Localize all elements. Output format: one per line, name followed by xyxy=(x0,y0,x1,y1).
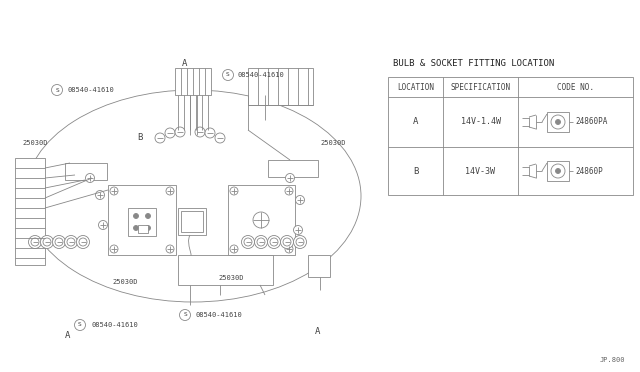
Bar xyxy=(248,68,313,105)
Bar xyxy=(308,255,330,277)
Circle shape xyxy=(257,238,265,246)
Circle shape xyxy=(134,214,138,218)
Text: S: S xyxy=(226,73,230,77)
Text: A: A xyxy=(65,330,70,340)
Circle shape xyxy=(244,238,252,246)
Circle shape xyxy=(145,225,150,231)
Circle shape xyxy=(31,238,39,246)
Circle shape xyxy=(551,115,565,129)
Circle shape xyxy=(296,238,304,246)
Circle shape xyxy=(241,235,255,248)
Text: 14V-3W: 14V-3W xyxy=(465,167,495,176)
Circle shape xyxy=(296,196,305,205)
Bar xyxy=(138,225,148,233)
Circle shape xyxy=(86,173,95,183)
Circle shape xyxy=(79,238,87,246)
Circle shape xyxy=(65,235,77,248)
Text: 25030D: 25030D xyxy=(218,275,243,281)
Circle shape xyxy=(77,235,90,248)
Text: A: A xyxy=(413,118,418,126)
Text: 08540-41610: 08540-41610 xyxy=(68,87,115,93)
Bar xyxy=(388,77,633,195)
Bar xyxy=(181,211,203,232)
Bar xyxy=(547,112,569,132)
Circle shape xyxy=(285,173,294,183)
Circle shape xyxy=(175,127,185,137)
Circle shape xyxy=(294,235,307,248)
Circle shape xyxy=(67,238,75,246)
Circle shape xyxy=(253,212,269,228)
Circle shape xyxy=(280,235,294,248)
Circle shape xyxy=(179,310,191,321)
Bar xyxy=(268,160,318,177)
Text: SPECIFICATION: SPECIFICATION xyxy=(451,83,511,92)
Circle shape xyxy=(215,133,225,143)
Circle shape xyxy=(556,169,561,173)
Bar xyxy=(128,208,156,236)
Circle shape xyxy=(556,119,561,125)
Text: B: B xyxy=(413,167,418,176)
Circle shape xyxy=(43,238,51,246)
Text: 25030D: 25030D xyxy=(22,140,47,146)
Circle shape xyxy=(145,214,150,218)
Circle shape xyxy=(74,320,86,330)
Text: BULB & SOCKET FITTING LOCATION: BULB & SOCKET FITTING LOCATION xyxy=(393,60,554,68)
Text: CODE NO.: CODE NO. xyxy=(557,83,594,92)
Bar xyxy=(228,185,295,255)
Text: S: S xyxy=(183,312,187,317)
Text: S: S xyxy=(78,323,82,327)
Circle shape xyxy=(52,235,65,248)
Circle shape xyxy=(294,225,303,234)
Circle shape xyxy=(55,238,63,246)
Bar xyxy=(108,185,176,255)
Text: LOCATION: LOCATION xyxy=(397,83,434,92)
Circle shape xyxy=(99,221,108,230)
Text: 25030D: 25030D xyxy=(320,140,346,146)
Text: 24860P: 24860P xyxy=(575,167,603,176)
Circle shape xyxy=(255,235,268,248)
Circle shape xyxy=(165,128,175,138)
Circle shape xyxy=(29,235,42,248)
Text: A: A xyxy=(182,58,188,67)
Circle shape xyxy=(134,225,138,231)
Circle shape xyxy=(223,70,234,80)
Text: 08540-41610: 08540-41610 xyxy=(91,322,138,328)
Circle shape xyxy=(283,238,291,246)
Text: 14V-1.4W: 14V-1.4W xyxy=(461,118,500,126)
Circle shape xyxy=(551,164,565,178)
Circle shape xyxy=(268,235,280,248)
Text: A: A xyxy=(316,327,321,337)
Circle shape xyxy=(155,133,165,143)
Circle shape xyxy=(40,235,54,248)
Circle shape xyxy=(95,190,104,199)
Circle shape xyxy=(270,238,278,246)
Text: B: B xyxy=(138,134,143,142)
Text: 08540-41610: 08540-41610 xyxy=(238,72,285,78)
Bar xyxy=(178,255,273,285)
Ellipse shape xyxy=(25,90,361,302)
Bar xyxy=(547,161,569,181)
Circle shape xyxy=(195,127,205,137)
Text: 24860PA: 24860PA xyxy=(575,118,607,126)
Text: 25030D: 25030D xyxy=(112,279,138,285)
Text: S: S xyxy=(55,87,59,93)
Text: JP.800: JP.800 xyxy=(600,357,625,363)
Bar xyxy=(178,208,206,235)
Bar xyxy=(65,163,107,180)
Text: 08540-41610: 08540-41610 xyxy=(196,312,243,318)
Circle shape xyxy=(205,128,215,138)
Circle shape xyxy=(51,84,63,96)
Bar xyxy=(15,158,45,265)
Bar xyxy=(175,68,211,95)
